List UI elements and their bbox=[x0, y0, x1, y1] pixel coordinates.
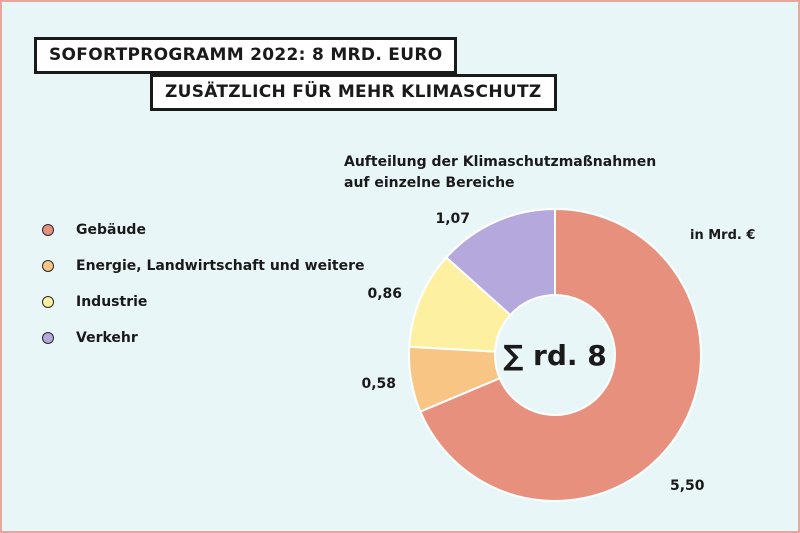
legend-swatch-gebaeude bbox=[42, 224, 54, 236]
legend-swatch-industrie bbox=[42, 296, 54, 308]
chart-subtitle: Aufteilung der Klimaschutzmaßnahmen auf … bbox=[344, 152, 656, 194]
value-label-verkehr: 1,07 bbox=[435, 211, 470, 227]
title-line-2: ZUSÄTZLICH FÜR MEHR KLIMASCHUTZ bbox=[150, 74, 557, 111]
legend-item-energie: Energie, Landwirtschaft und weitere bbox=[42, 256, 364, 276]
donut-slice-verkehr bbox=[444, 207, 556, 317]
title-line-1: SOFORTPROGRAMM 2022: 8 MRD. EURO bbox=[34, 37, 458, 74]
legend-swatch-verkehr bbox=[42, 332, 54, 344]
chart-legend: Gebäude Energie, Landwirtschaft und weit… bbox=[42, 220, 364, 364]
legend-swatch-energie bbox=[42, 260, 54, 272]
value-label-industrie: 0,86 bbox=[367, 286, 402, 302]
legend-item-gebaeude: Gebäude bbox=[42, 220, 364, 240]
legend-label-energie: Energie, Landwirtschaft und weitere bbox=[76, 258, 365, 274]
legend-label-verkehr: Verkehr bbox=[76, 330, 138, 346]
legend-label-gebaeude: Gebäude bbox=[76, 222, 146, 238]
legend-label-industrie: Industrie bbox=[76, 294, 148, 310]
value-label-energie: 0,58 bbox=[361, 376, 396, 392]
chart-subtitle-line-1: Aufteilung der Klimaschutzmaßnahmen bbox=[344, 154, 657, 170]
donut-center-label: ∑ rd. 8 bbox=[503, 339, 607, 372]
unit-label: in Mrd. € bbox=[690, 228, 756, 243]
chart-subtitle-line-2: auf einzelne Bereiche bbox=[344, 175, 515, 191]
value-label-gebaeude: 5,50 bbox=[670, 478, 705, 494]
legend-item-industrie: Industrie bbox=[42, 292, 364, 312]
legend-item-verkehr: Verkehr bbox=[42, 328, 364, 348]
donut-slice-gebaeude bbox=[419, 207, 702, 502]
